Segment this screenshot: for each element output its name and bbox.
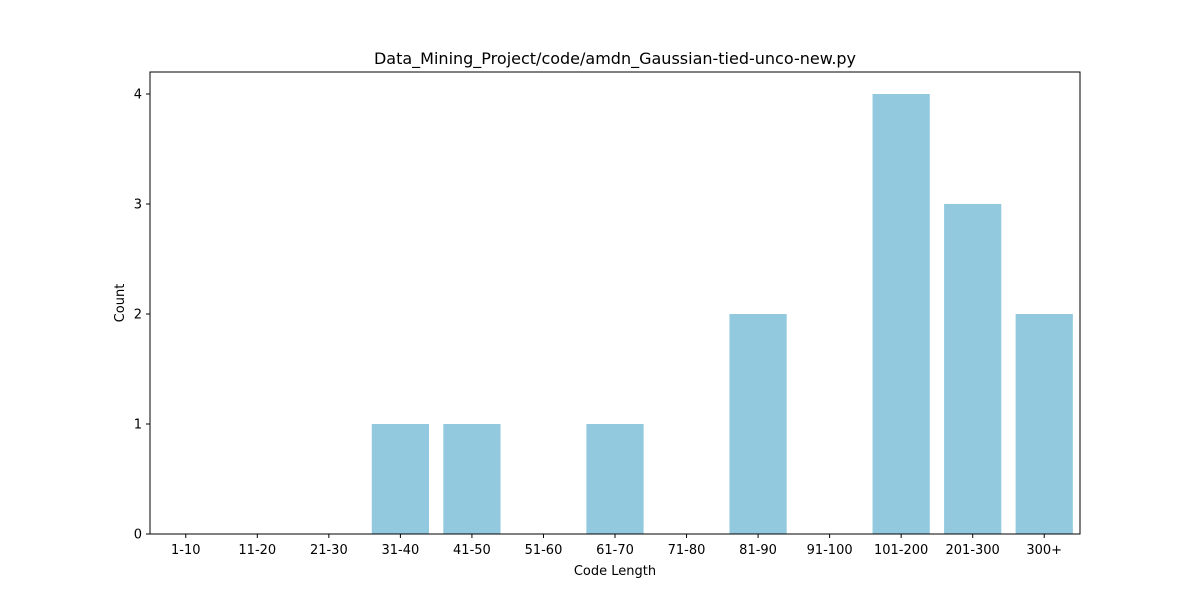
x-tick-label: 91-100 bbox=[807, 543, 853, 558]
bar-31-40 bbox=[371, 424, 429, 534]
x-tick-label: 21-30 bbox=[310, 543, 348, 558]
y-axis-ticks: 0 1 2 3 4 bbox=[134, 88, 150, 543]
plot-frame bbox=[149, 71, 1081, 535]
y-tick-label: 0 bbox=[134, 528, 142, 543]
y-tick-label: 2 bbox=[134, 308, 142, 323]
x-axis-label: Code Length bbox=[574, 564, 656, 579]
x-tick-label: 201-300 bbox=[946, 543, 1000, 558]
x-tick-label: 71-80 bbox=[668, 543, 706, 558]
chart-title: Data_Mining_Project/code/amdn_Gaussian-t… bbox=[374, 49, 856, 69]
x-tick-label: 300+ bbox=[1026, 543, 1062, 558]
x-tick-label: 51-60 bbox=[525, 543, 563, 558]
bar-101-200 bbox=[872, 94, 930, 534]
y-tick-label: 3 bbox=[134, 198, 142, 213]
bar-300+ bbox=[1015, 314, 1073, 534]
bar-201-300 bbox=[944, 204, 1002, 534]
x-tick-label: 61-70 bbox=[596, 543, 634, 558]
x-tick-label: 41-50 bbox=[453, 543, 491, 558]
x-tick-label: 1-10 bbox=[171, 543, 201, 558]
x-tick-label: 31-40 bbox=[381, 543, 419, 558]
bar-81-90 bbox=[729, 314, 787, 534]
y-tick-label: 1 bbox=[134, 418, 142, 433]
x-tick-label: 11-20 bbox=[238, 543, 276, 558]
bar-61-70 bbox=[586, 424, 644, 534]
x-tick-label: 101-200 bbox=[874, 543, 928, 558]
x-tick-label: 81-90 bbox=[739, 543, 777, 558]
bars-layer bbox=[371, 94, 1073, 534]
bar-41-50 bbox=[443, 424, 501, 534]
x-axis-ticks: 1-10 11-20 21-30 31-40 41-50 51-60 61-70 71-80 8… bbox=[171, 534, 1062, 558]
y-tick-label: 4 bbox=[134, 88, 142, 103]
y-axis-label: Count bbox=[113, 284, 128, 323]
